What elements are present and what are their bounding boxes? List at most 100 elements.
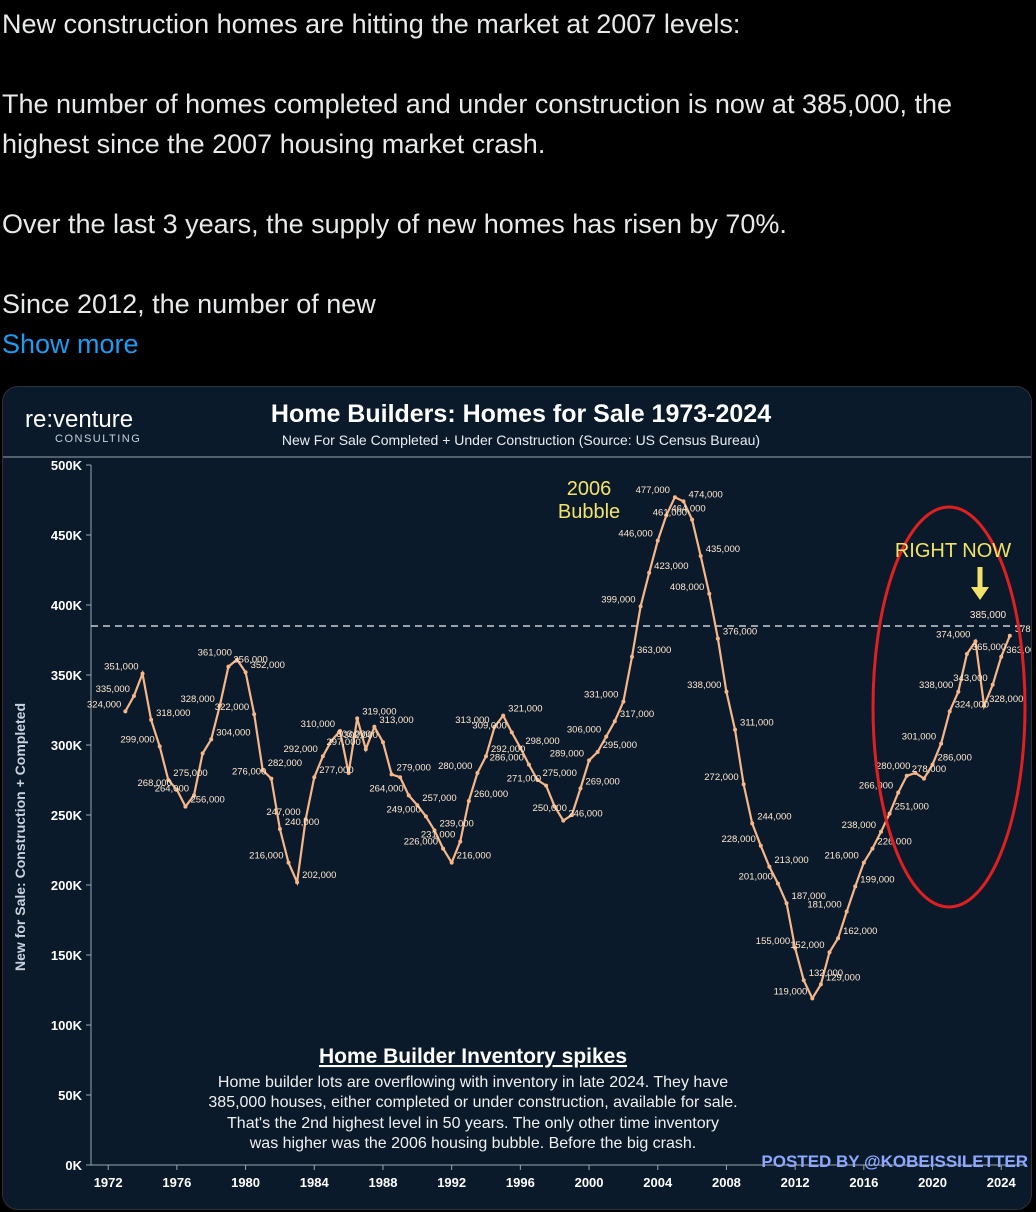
point-label: 297,000 — [326, 737, 360, 748]
tweet-line-2: The number of homes completed and under … — [2, 89, 953, 159]
data-point — [389, 772, 394, 777]
data-point — [836, 936, 841, 941]
tweet-media-image[interactable]: re:venture CONSULTING Home Builders: Hom… — [2, 386, 1032, 1210]
data-point — [501, 713, 506, 718]
point-label: 132,000 — [809, 968, 843, 979]
point-label: 302,000 — [344, 730, 378, 741]
point-label: 187,000 — [792, 891, 826, 902]
point-label: 361,000 — [198, 648, 232, 659]
x-tick-label: 2004 — [643, 1175, 673, 1190]
data-point — [784, 901, 789, 906]
data-point — [449, 860, 454, 865]
point-label: 301,000 — [902, 732, 936, 743]
y-tick-label: 150K — [51, 948, 83, 963]
data-point — [174, 787, 179, 792]
data-point — [363, 747, 368, 752]
data-point — [458, 839, 463, 844]
point-label: 213,000 — [774, 855, 808, 866]
point-label: 356,000 — [233, 655, 267, 666]
series-line — [124, 495, 1011, 1001]
data-point — [423, 814, 428, 819]
point-label: 446,000 — [618, 529, 652, 540]
data-point — [698, 554, 703, 558]
point-label: 277,000 — [319, 765, 353, 776]
data-point — [484, 754, 489, 759]
data-point — [544, 783, 549, 788]
x-tick-label: 1980 — [231, 1175, 260, 1190]
x-tick-label: 1976 — [162, 1175, 191, 1190]
data-point — [767, 864, 772, 869]
point-label: 181,000 — [807, 900, 841, 911]
logo-sub: CONSULTING — [55, 433, 141, 445]
data-point — [518, 745, 523, 750]
point-label: 376,000 — [723, 627, 757, 638]
point-label: 304,000 — [216, 727, 250, 738]
data-point — [973, 639, 978, 644]
point-label: 310,000 — [301, 719, 335, 730]
data-point — [595, 750, 600, 754]
point-label: 338,000 — [687, 680, 721, 691]
data-point — [587, 758, 592, 763]
point-label: 280,000 — [876, 761, 910, 772]
point-label: 275,000 — [543, 768, 577, 779]
point-label: 298,000 — [525, 736, 559, 747]
data-point — [844, 909, 849, 914]
point-label: 363,000 — [637, 645, 671, 656]
data-point — [982, 703, 987, 708]
point-label: 129,000 — [826, 972, 860, 983]
x-tick-label: 2016 — [849, 1175, 878, 1190]
tweet-line-1: New construction homes are hitting the m… — [2, 9, 741, 39]
info-box-line-4: was higher was the 2006 housing bubble. … — [249, 1135, 697, 1152]
data-point — [277, 827, 282, 831]
data-point — [415, 803, 420, 808]
point-label: 299,000 — [120, 734, 154, 745]
data-point — [372, 724, 377, 729]
point-label: 228,000 — [721, 834, 755, 845]
data-point — [312, 775, 317, 780]
point-label: 264,000 — [155, 783, 189, 794]
point-label: 399,000 — [601, 594, 635, 605]
data-point — [775, 881, 780, 886]
bubble-label-text: Bubble — [558, 501, 620, 523]
chart-background — [3, 387, 1031, 1209]
data-point — [209, 737, 214, 742]
y-tick-label: 250K — [51, 808, 83, 823]
point-label: 335,000 — [96, 684, 130, 695]
point-label: 247,000 — [266, 807, 300, 818]
point-label: 286,000 — [938, 753, 972, 764]
data-point — [818, 982, 823, 987]
show-more-link[interactable]: Show more — [2, 329, 139, 359]
point-label: 280,000 — [438, 761, 472, 772]
point-label: 268,000 — [138, 778, 172, 789]
point-label: 328,000 — [989, 694, 1023, 705]
point-label: 338,000 — [919, 680, 953, 691]
point-label: 271,000 — [507, 774, 541, 785]
point-label: 363,000 — [1006, 645, 1032, 656]
data-point — [810, 996, 815, 1001]
data-point — [260, 768, 265, 773]
data-point — [939, 741, 944, 746]
point-label: 250,000 — [533, 803, 567, 814]
point-label: 306,000 — [567, 725, 601, 736]
point-label: 275,000 — [173, 768, 207, 779]
data-point — [192, 793, 197, 798]
point-label: 328,000 — [180, 694, 214, 705]
data-point — [861, 860, 866, 865]
data-point — [750, 821, 755, 826]
tweet-text: New construction homes are hitting the m… — [2, 4, 1022, 364]
y-tick-label: 200K — [51, 878, 83, 893]
point-label: 322,000 — [215, 702, 249, 713]
y-axis-label: New for Sale: Construction + Completed — [12, 703, 28, 971]
right-now-highlight-circle — [871, 505, 1027, 909]
data-point — [200, 751, 205, 756]
data-point — [149, 717, 154, 722]
point-label: 292,000 — [491, 744, 525, 755]
data-point — [578, 786, 583, 791]
point-label: 282,000 — [268, 758, 302, 769]
point-label: 292,000 — [284, 744, 318, 755]
data-point — [338, 729, 343, 733]
data-point — [217, 703, 222, 708]
point-label: 246,000 — [568, 809, 602, 820]
data-point — [733, 727, 738, 732]
x-tick-label: 2020 — [918, 1175, 947, 1190]
